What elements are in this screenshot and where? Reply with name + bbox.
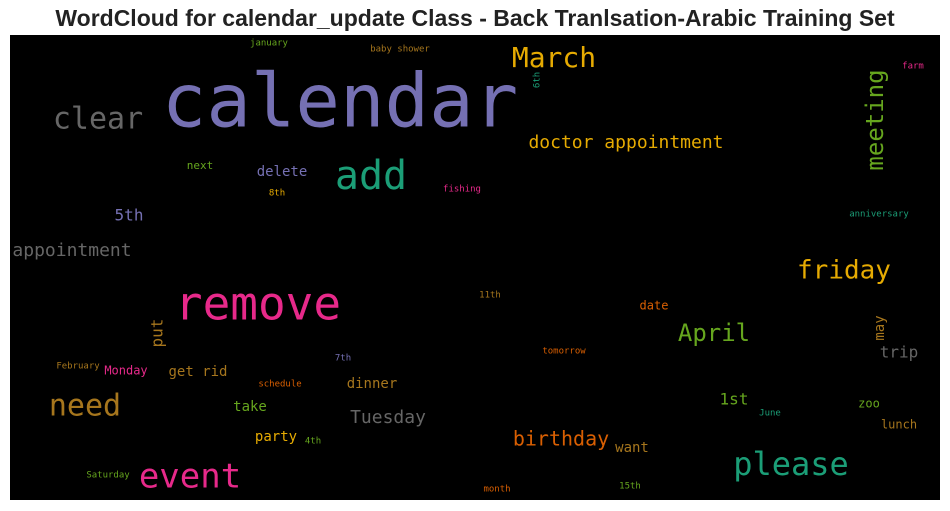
word: date — [640, 299, 669, 313]
word: 4th — [305, 437, 321, 447]
word: want — [615, 440, 649, 456]
word: farm — [902, 62, 924, 72]
word: March — [512, 41, 596, 74]
word: appointment — [12, 240, 131, 261]
word: anniversary — [849, 210, 909, 220]
word: doctor appointment — [528, 132, 723, 153]
word: need — [49, 389, 121, 424]
word: fishing — [443, 185, 481, 195]
word: clear — [53, 102, 143, 137]
word: trip — [880, 343, 919, 362]
word: january — [250, 39, 289, 49]
word: Tuesday — [350, 407, 426, 428]
word: get rid — [168, 364, 227, 380]
word: baby shower — [370, 45, 430, 55]
word: 15th — [619, 482, 641, 492]
word: meeting — [861, 69, 889, 170]
word: June — [759, 409, 781, 419]
word: 7th — [335, 354, 351, 364]
word: 11th — [479, 291, 501, 301]
word: April — [678, 319, 750, 347]
word: 1st — [720, 390, 749, 409]
word: zoo — [858, 397, 880, 411]
word: birthday — [513, 427, 609, 451]
word: lunch — [881, 418, 917, 432]
word: put — [148, 319, 167, 348]
word: 8th — [269, 189, 285, 199]
word: take — [233, 399, 267, 415]
word: dinner — [347, 376, 398, 392]
word: may — [872, 315, 888, 340]
chart-title: WordCloud for calendar_update Class - Ba… — [55, 5, 895, 31]
word: schedule — [258, 380, 301, 390]
word: party — [255, 429, 297, 445]
word: calendar — [162, 59, 518, 145]
word: 5th — [115, 206, 144, 225]
word: Monday — [104, 364, 147, 378]
word: 6th — [533, 72, 543, 88]
word: friday — [797, 256, 891, 286]
word: remove — [175, 277, 341, 331]
word: next — [187, 159, 214, 172]
word: delete — [257, 164, 308, 180]
word: February — [56, 362, 100, 372]
word: Saturday — [86, 471, 130, 481]
word: event — [139, 457, 241, 497]
word: add — [335, 153, 407, 199]
word: tomorrow — [542, 347, 586, 357]
word: month — [483, 485, 510, 495]
cloud-background — [10, 35, 940, 500]
word: please — [733, 445, 849, 483]
